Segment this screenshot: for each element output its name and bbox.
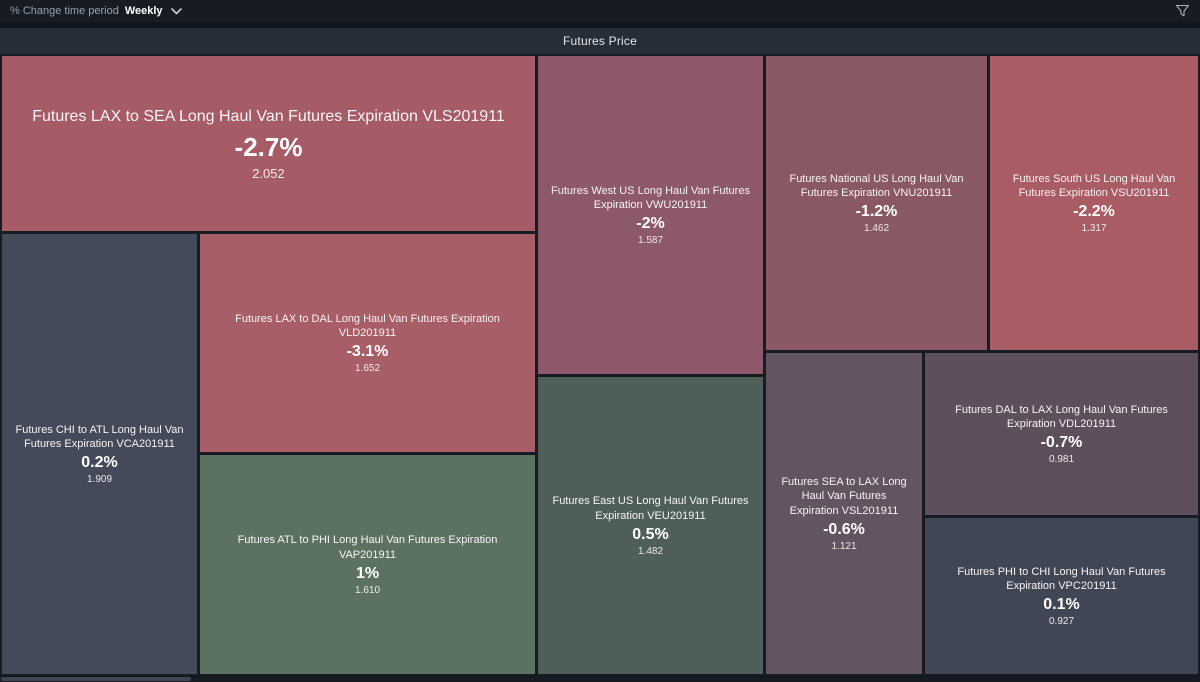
tile-label: Futures CHI to ATL Long Haul Van Futures… [15,423,184,450]
tile-label: Futures SEA to LAX Long Haul Van Futures… [781,476,907,517]
tile-value: 1.587 [637,235,664,247]
tile-value: 0.927 [1048,616,1075,628]
tile-pct-change: 0.1% [1043,596,1080,614]
tile-pct-change: -1.2% [855,203,898,221]
treemap-tile-vls201911[interactable]: Futures LAX to SEA Long Haul Van Futures… [2,56,535,231]
treemap-tile-vap201911[interactable]: Futures ATL to PHI Long Haul Van Futures… [200,455,535,674]
chart-title: Futures Price [0,28,1200,54]
horizontal-scrollbar-thumb[interactable] [1,677,191,681]
tile-pct-change: -3.1% [346,343,389,361]
tile-value: 0.981 [1048,454,1075,466]
tile-pct-change: 0.5% [632,525,669,543]
tile-label: Futures LAX to SEA Long Haul Van Futures… [32,108,505,126]
topbar: % Change time period Weekly [0,0,1200,22]
tile-value: 1.317 [1081,223,1107,235]
tile-pct-change: -2.2% [1073,203,1115,221]
tile-pct-change: -0.6% [823,520,865,538]
tile-label: Futures South US Long Haul Van Futures E… [1012,172,1176,199]
tile-value: 1.121 [831,540,857,552]
tile-label: Futures ATL to PHI Long Haul Van Futures… [237,534,498,561]
treemap-tile-vsl201911[interactable]: Futures SEA to LAX Long Haul Van Futures… [766,353,922,674]
treemap: Futures LAX to SEA Long Haul Van Futures… [0,54,1200,676]
tile-value: 1.482 [637,545,664,557]
tile-value: 1.610 [354,584,381,596]
funnel-filter-icon[interactable] [1175,4,1190,18]
treemap-tile-vsu201911[interactable]: Futures South US Long Haul Van Futures E… [990,56,1198,350]
tile-value: 1.909 [86,474,113,486]
tile-pct-change: 0.2% [81,454,118,472]
change-period-value[interactable]: Weekly [124,5,163,17]
tile-value: 2.052 [252,165,285,181]
tile-label: Futures East US Long Haul Van Futures Ex… [552,495,749,522]
tile-value: 1.462 [863,223,890,235]
tile-pct-change: -2% [636,215,665,233]
tile-pct-change: 1% [355,564,380,582]
tile-label: Futures DAL to LAX Long Haul Van Futures… [955,403,1168,430]
tile-value: 1.652 [354,363,381,375]
tile-label: Futures National US Long Haul Van Future… [789,172,964,199]
tile-pct-change: -0.7% [1040,434,1083,452]
tile-label: Futures West US Long Haul Van Futures Ex… [551,184,750,211]
tile-pct-change: -2.7% [234,131,303,162]
change-period-label: % Change time period [10,5,119,17]
tile-label: Futures PHI to CHI Long Haul Van Futures… [957,565,1166,592]
treemap-tile-vpc201911[interactable]: Futures PHI to CHI Long Haul Van Futures… [925,518,1198,674]
treemap-tile-vld201911[interactable]: Futures LAX to DAL Long Haul Van Futures… [200,234,535,452]
treemap-tile-vwu201911[interactable]: Futures West US Long Haul Van Futures Ex… [538,56,763,374]
treemap-tile-vca201911[interactable]: Futures CHI to ATL Long Haul Van Futures… [2,234,197,674]
horizontal-scrollbar-track[interactable] [0,677,1200,682]
tile-label: Futures LAX to DAL Long Haul Van Futures… [235,312,500,339]
treemap-tile-veu201911[interactable]: Futures East US Long Haul Van Futures Ex… [538,377,763,674]
chevron-down-icon[interactable] [170,7,182,15]
treemap-tile-vdl201911[interactable]: Futures DAL to LAX Long Haul Van Futures… [925,353,1198,515]
treemap-tile-vnu201911[interactable]: Futures National US Long Haul Van Future… [766,56,987,350]
